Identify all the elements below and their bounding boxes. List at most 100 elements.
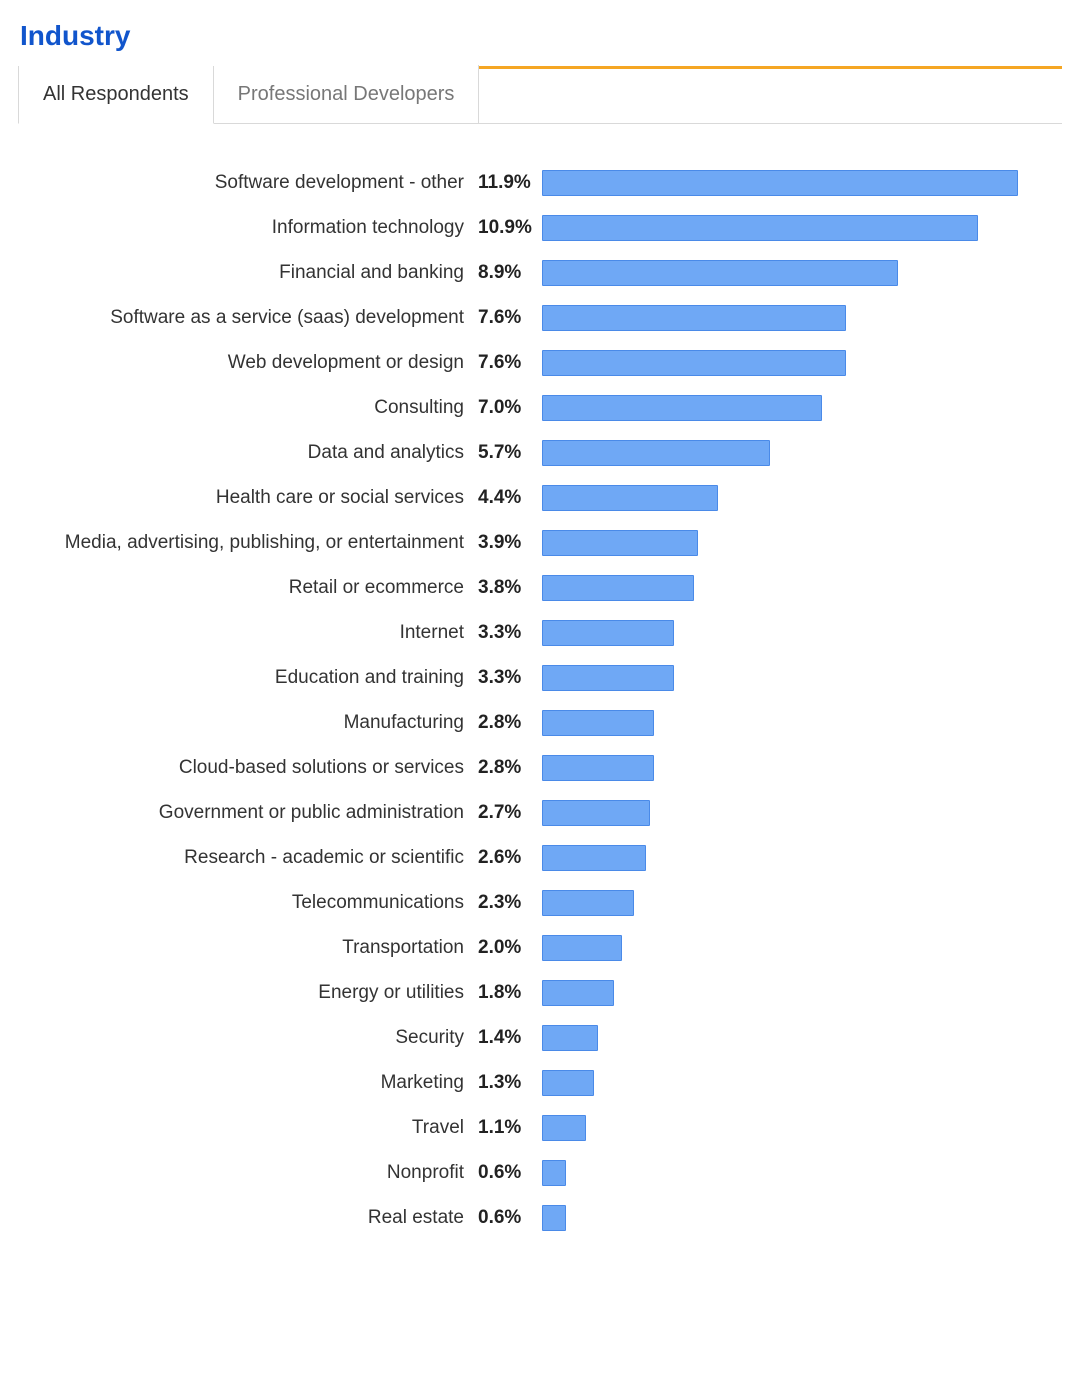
row-label: Consulting (18, 397, 478, 419)
chart-row: Manufacturing2.8% (18, 700, 1062, 745)
row-label: Media, advertising, publishing, or enter… (18, 532, 478, 554)
tab-professional-developers[interactable]: Professional Developers (214, 65, 480, 123)
row-label: Energy or utilities (18, 982, 478, 1004)
row-value: 1.8% (478, 982, 542, 1004)
bar-track (542, 800, 1062, 826)
chart-row: Nonprofit0.6% (18, 1150, 1062, 1195)
bar[interactable] (542, 395, 822, 421)
bar[interactable] (542, 440, 770, 466)
bar-track (542, 170, 1062, 196)
bar[interactable] (542, 575, 694, 601)
bar[interactable] (542, 530, 698, 556)
bar[interactable] (542, 1205, 566, 1231)
row-value: 4.4% (478, 487, 542, 509)
chart-row: Web development or design7.6% (18, 340, 1062, 385)
bar-track (542, 215, 1062, 241)
bar-track (542, 755, 1062, 781)
bar-track (542, 890, 1062, 916)
row-value: 3.8% (478, 577, 542, 599)
bar[interactable] (542, 800, 650, 826)
chart-row: Travel1.1% (18, 1105, 1062, 1150)
bar[interactable] (542, 935, 622, 961)
row-value: 2.7% (478, 802, 542, 824)
bar-track (542, 305, 1062, 331)
row-label: Data and analytics (18, 442, 478, 464)
row-label: Research - academic or scientific (18, 847, 478, 869)
chart-row: Consulting7.0% (18, 385, 1062, 430)
bar[interactable] (542, 845, 646, 871)
row-value: 7.0% (478, 397, 542, 419)
chart-row: Information technology10.9% (18, 205, 1062, 250)
bar[interactable] (542, 305, 846, 331)
bar[interactable] (542, 1070, 594, 1096)
bar-track (542, 980, 1062, 1006)
row-label: Financial and banking (18, 262, 478, 284)
bar-track (542, 260, 1062, 286)
chart-row: Software as a service (saas) development… (18, 295, 1062, 340)
chart-area: Software development - other11.9%Informa… (18, 124, 1062, 1240)
chart-row: Telecommunications2.3% (18, 880, 1062, 925)
bar[interactable] (542, 665, 674, 691)
bar-track (542, 440, 1062, 466)
bar[interactable] (542, 215, 978, 241)
row-label: Information technology (18, 217, 478, 239)
bar[interactable] (542, 890, 634, 916)
bar[interactable] (542, 170, 1018, 196)
bar-track (542, 530, 1062, 556)
row-label: Government or public administration (18, 802, 478, 824)
bar[interactable] (542, 980, 614, 1006)
row-label: Marketing (18, 1072, 478, 1094)
bar-track (542, 1070, 1062, 1096)
row-value: 3.3% (478, 667, 542, 689)
chart-row: Media, advertising, publishing, or enter… (18, 520, 1062, 565)
bar-track (542, 710, 1062, 736)
bar[interactable] (542, 1115, 586, 1141)
row-label: Travel (18, 1117, 478, 1139)
chart-row: Internet3.3% (18, 610, 1062, 655)
row-value: 2.3% (478, 892, 542, 914)
row-label: Real estate (18, 1207, 478, 1229)
bar-track (542, 395, 1062, 421)
row-value: 5.7% (478, 442, 542, 464)
bar[interactable] (542, 260, 898, 286)
row-value: 2.8% (478, 712, 542, 734)
row-label: Telecommunications (18, 892, 478, 914)
bar-track (542, 1115, 1062, 1141)
row-label: Internet (18, 622, 478, 644)
bar[interactable] (542, 755, 654, 781)
row-label: Nonprofit (18, 1162, 478, 1184)
chart-row: Financial and banking8.9% (18, 250, 1062, 295)
row-label: Security (18, 1027, 478, 1049)
row-label: Cloud-based solutions or services (18, 757, 478, 779)
bar-track (542, 665, 1062, 691)
row-value: 7.6% (478, 352, 542, 374)
bar[interactable] (542, 620, 674, 646)
tab-label: Professional Developers (238, 83, 455, 106)
chart-row: Cloud-based solutions or services2.8% (18, 745, 1062, 790)
bar[interactable] (542, 710, 654, 736)
row-value: 1.1% (478, 1117, 542, 1139)
row-value: 11.9% (478, 172, 542, 194)
chart-row: Software development - other11.9% (18, 160, 1062, 205)
row-value: 1.3% (478, 1072, 542, 1094)
row-value: 0.6% (478, 1207, 542, 1229)
row-label: Software development - other (18, 172, 478, 194)
bar-track (542, 350, 1062, 376)
industry-chart-panel: Industry All Respondents Professional Dev… (0, 0, 1080, 1280)
row-value: 2.0% (478, 937, 542, 959)
bar[interactable] (542, 1025, 598, 1051)
tab-all-respondents[interactable]: All Respondents (18, 66, 214, 124)
chart-row: Marketing1.3% (18, 1060, 1062, 1105)
row-value: 3.9% (478, 532, 542, 554)
row-label: Web development or design (18, 352, 478, 374)
chart-title: Industry (20, 20, 1062, 52)
chart-row: Transportation2.0% (18, 925, 1062, 970)
chart-row: Retail or ecommerce3.8% (18, 565, 1062, 610)
bar[interactable] (542, 350, 846, 376)
row-value: 2.8% (478, 757, 542, 779)
row-label: Transportation (18, 937, 478, 959)
tab-label: All Respondents (43, 83, 189, 106)
row-value: 10.9% (478, 217, 542, 239)
bar[interactable] (542, 1160, 566, 1186)
bar[interactable] (542, 485, 718, 511)
